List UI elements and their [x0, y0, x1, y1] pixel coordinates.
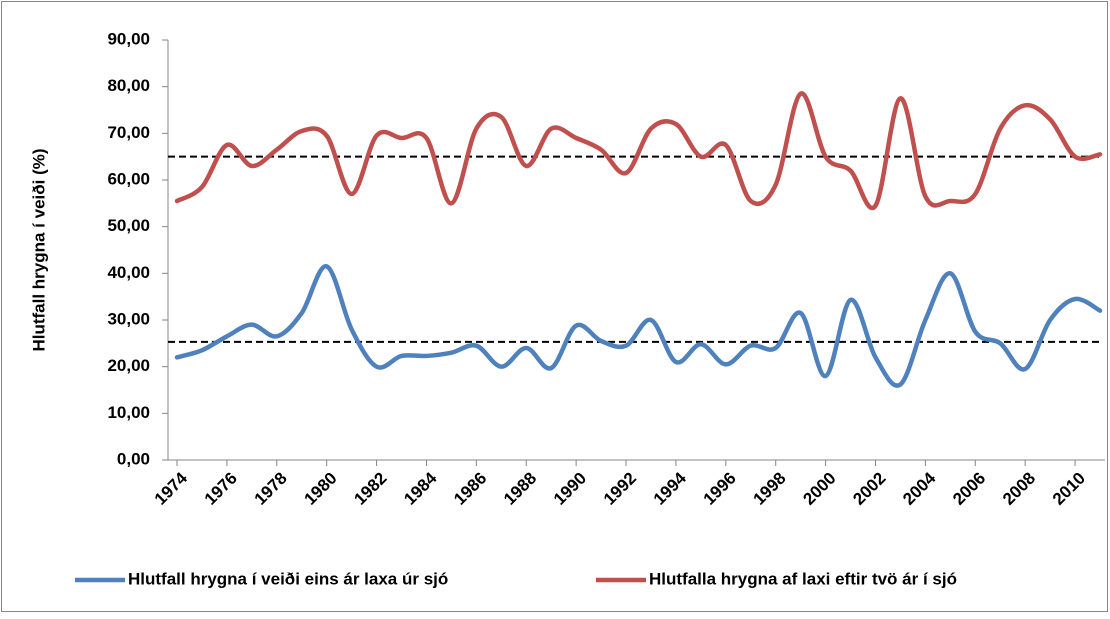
y-tick-label: 30,00	[107, 309, 150, 328]
series-line	[174, 264, 1103, 388]
y-tick-label: 90,00	[107, 29, 150, 48]
y-tick-label: 70,00	[107, 123, 150, 142]
y-tick-label: 50,00	[107, 216, 150, 235]
y-tick-label: 60,00	[107, 169, 150, 188]
y-tick-label: 80,00	[107, 76, 150, 95]
series-line	[174, 91, 1103, 211]
legend-label: Hlutfalla hrygna af laxi eftir tvö ár í …	[649, 569, 957, 588]
y-axis-title: Hlutfall hrygna í veiði (%)	[29, 148, 48, 351]
y-tick-label: 10,00	[107, 403, 150, 422]
y-tick-label: 20,00	[107, 356, 150, 375]
y-tick-label: 40,00	[107, 263, 150, 282]
legend-label: Hlutfall hrygna í veiði eins ár laxa úr …	[128, 569, 448, 588]
y-tick-label: 0,00	[117, 449, 150, 468]
